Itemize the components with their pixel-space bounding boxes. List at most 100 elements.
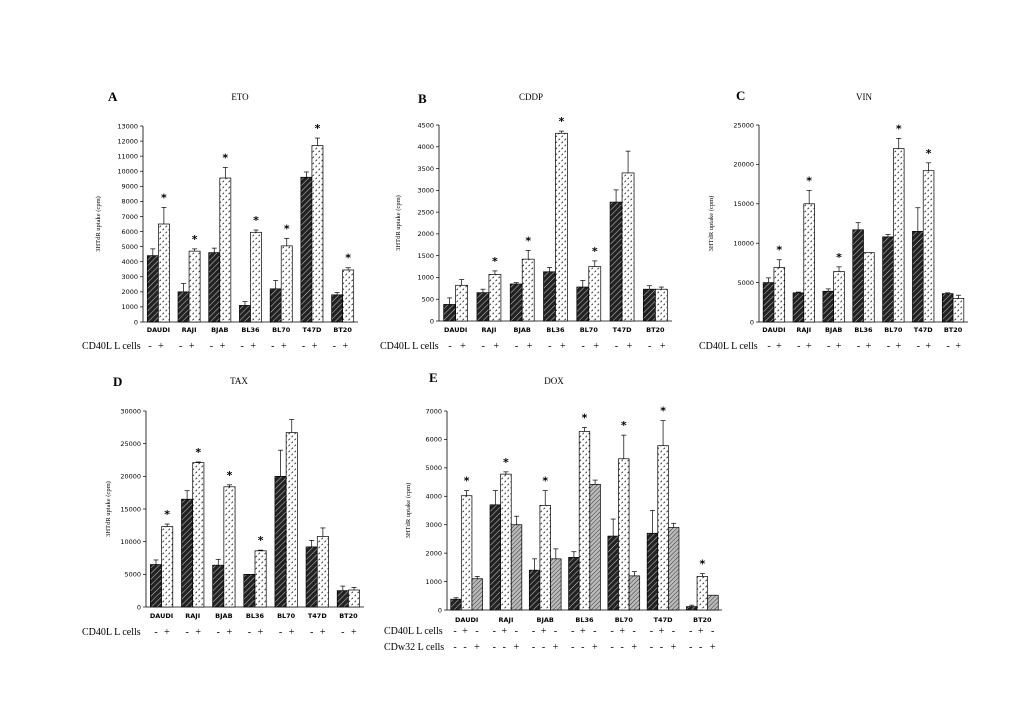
condition-sign: -: [660, 642, 663, 653]
bar-bt20-s2: [342, 269, 355, 323]
y-tick-label: 15000: [120, 505, 141, 513]
bar-raji-s3: [510, 524, 523, 611]
category-label-bjab: BJAB: [514, 326, 531, 334]
y-tick-label: 4000: [417, 143, 434, 151]
bar-daudi-s2: [460, 495, 473, 611]
condition-sign: +: [593, 341, 599, 352]
condition-sign: +: [660, 341, 666, 352]
y-tick-label: 3000: [121, 273, 138, 281]
condition-sign: -: [632, 626, 635, 637]
bar-raji-s1: [476, 292, 490, 322]
y-axis-label: 3HTdR uptake (cpm): [395, 195, 402, 251]
category-label-bl36: BL36: [241, 326, 260, 334]
bar-t47d-s1: [912, 231, 924, 323]
condition-sign: +: [351, 627, 357, 638]
bar-bl70-s1: [576, 286, 590, 322]
condition-sign: +: [312, 341, 318, 352]
y-tick-label: 12000: [117, 137, 138, 145]
condition-row-label: CD40L L cells: [699, 341, 758, 352]
chart-title: ETO: [231, 92, 249, 102]
bar-bl36-s1: [543, 271, 556, 322]
condition-sign: +: [250, 341, 256, 352]
y-tick-label: 1000: [121, 303, 138, 311]
condition-row-label: CD40L L cells: [82, 627, 141, 638]
condition-sign: +: [580, 626, 586, 637]
y-tick-label: 1500: [417, 252, 434, 260]
bar-bl70-s2: [285, 432, 298, 608]
bar-bl70-s1: [607, 535, 619, 611]
significance-star: *: [559, 115, 565, 128]
condition-sign: -: [648, 341, 651, 352]
condition-sign: -: [333, 341, 336, 352]
bar-bl36-s1: [568, 557, 580, 611]
bar-bl70-s2: [280, 245, 293, 323]
bar-bl36-s2: [578, 431, 591, 611]
bar-daudi-s1: [146, 255, 159, 323]
bar-bl70-s2: [893, 148, 905, 323]
significance-star: *: [503, 456, 509, 469]
condition-sign: +: [806, 341, 812, 352]
condition-sign: -: [615, 341, 618, 352]
condition-sign: -: [917, 341, 920, 352]
bar-bjab-s2: [219, 177, 232, 323]
bar-raji-s2: [188, 250, 201, 323]
condition-sign: -: [493, 642, 496, 653]
bar-daudi-s3: [471, 578, 483, 611]
y-tick-label: 25000: [733, 121, 754, 129]
condition-sign: +: [164, 627, 170, 638]
category-label-daudi: DAUDI: [444, 326, 467, 334]
condition-sign: -: [571, 642, 574, 653]
category-label-bl36: BL36: [854, 326, 873, 334]
condition-sign: -: [453, 626, 456, 637]
condition-sign: +: [320, 627, 326, 638]
y-tick-label: 1000: [425, 578, 442, 586]
condition-sign: -: [548, 341, 551, 352]
y-tick-label: 2000: [425, 549, 442, 557]
bar-bjab-s2: [223, 486, 236, 608]
bar-bl36-s1: [243, 573, 256, 608]
condition-sign: +: [619, 626, 625, 637]
bar-daudi-s2: [158, 223, 170, 323]
condition-sign: +: [553, 642, 559, 653]
condition-sign: -: [453, 642, 456, 653]
y-tick-label: 20000: [733, 161, 754, 169]
significance-star: *: [464, 475, 470, 488]
condition-sign: +: [474, 642, 480, 653]
category-label-bjab: BJAB: [825, 326, 842, 334]
bar-bt20-s2: [696, 576, 709, 611]
bar-bl70-s1: [882, 236, 894, 323]
condition-sign: -: [581, 341, 584, 352]
condition-sign: +: [560, 341, 566, 352]
category-label-bl70: BL70: [580, 326, 599, 334]
bar-bjab-s1: [208, 252, 221, 323]
condition-row-label: CD40L L cells: [380, 341, 439, 352]
condition-sign: -: [217, 627, 220, 638]
y-tick-label: 6000: [425, 436, 442, 444]
condition-sign: -: [154, 627, 157, 638]
significance-star: *: [896, 122, 902, 135]
bar-daudi-s1: [450, 598, 462, 611]
y-tick-label: 1000: [417, 274, 434, 282]
category-label-bt20: BT20: [646, 326, 665, 334]
bar-bl70-s1: [269, 288, 282, 323]
bar-raji-s2: [803, 203, 815, 323]
bar-bjab-s1: [528, 569, 541, 611]
bar-bt20-s2: [348, 589, 360, 608]
category-label-daudi: DAUDI: [147, 326, 170, 334]
bar-bt20-s3: [707, 594, 719, 611]
significance-star: *: [776, 244, 782, 257]
condition-sign: +: [955, 341, 961, 352]
y-tick-label: 4000: [121, 258, 138, 266]
y-tick-label: 5000: [124, 571, 141, 579]
y-tick-label: 25000: [120, 440, 141, 448]
condition-sign: -: [610, 642, 613, 653]
category-label-raji: RAJI: [796, 326, 811, 334]
significance-star: *: [227, 469, 233, 482]
bar-t47d-s3: [668, 527, 680, 611]
condition-sign: +: [195, 627, 201, 638]
y-tick-label: 3000: [417, 187, 434, 195]
condition-sign: -: [610, 626, 613, 637]
condition-sign: -: [699, 642, 702, 653]
condition-sign: -: [475, 626, 478, 637]
